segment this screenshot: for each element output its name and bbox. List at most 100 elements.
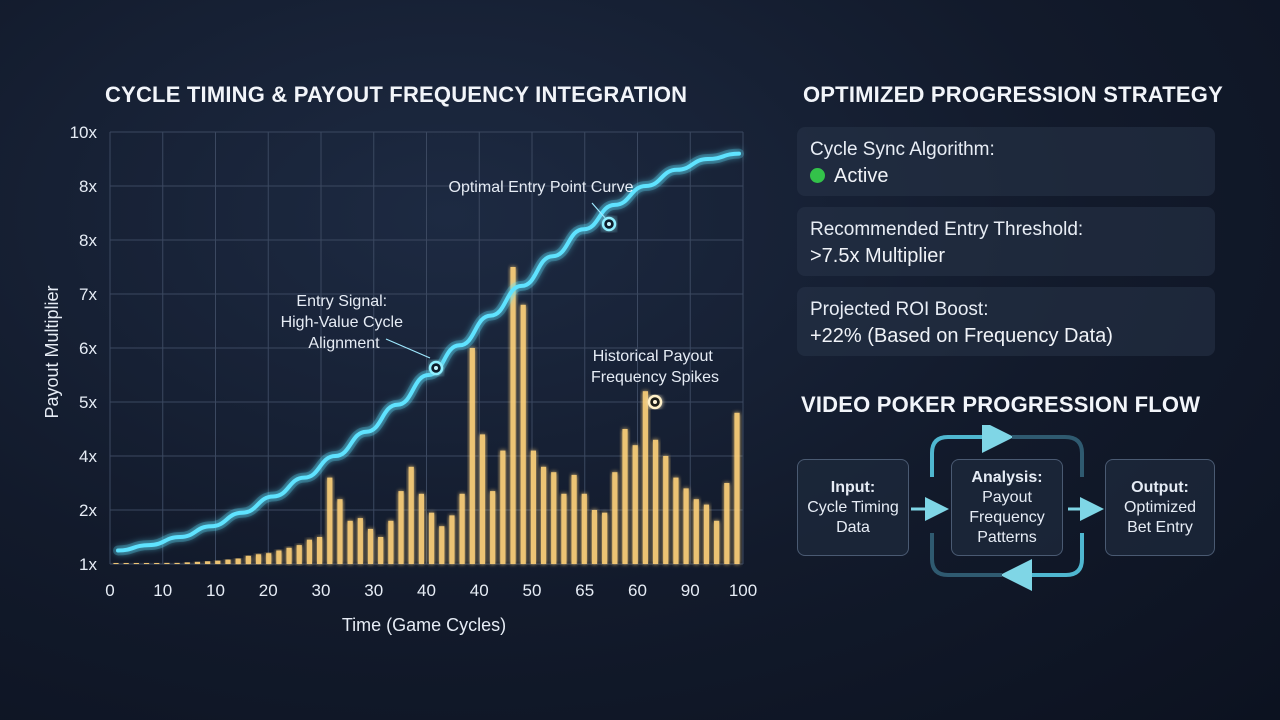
bar: [520, 304, 526, 564]
bar: [581, 493, 587, 564]
bar: [123, 563, 129, 564]
x-tick-label: 60: [628, 581, 647, 600]
y-tick-label: 8x: [79, 177, 97, 196]
bar: [337, 499, 343, 564]
bar: [225, 559, 231, 564]
y-axis-label: Payout Multiplier: [42, 285, 62, 418]
bar: [164, 562, 170, 564]
bar: [428, 512, 435, 564]
bar: [347, 520, 353, 564]
y-tick-label: 6x: [79, 339, 97, 358]
bar: [449, 515, 455, 564]
bar-series: [113, 267, 740, 564]
bar: [378, 537, 384, 564]
x-tick-label: 100: [729, 581, 757, 600]
x-tick-label: 20: [259, 581, 278, 600]
entry-threshold-label: Recommended Entry Threshold:: [810, 219, 1084, 240]
y-tick-label: 2x: [79, 501, 97, 520]
bar: [571, 474, 577, 564]
flow-analysis-head: Analysis:: [971, 468, 1043, 486]
bar: [184, 562, 190, 564]
flow-input-line-2: Data: [836, 518, 870, 536]
annotation-spikes-line-1: Historical Payout: [593, 348, 714, 365]
strategy-card-entry-threshold: Recommended Entry Threshold: >7.5x Multi…: [797, 207, 1215, 276]
cycle-sync-value: Active: [834, 165, 889, 187]
strategy-title: OPTIMIZED PROGRESSION STRATEGY: [803, 82, 1223, 107]
bar: [612, 472, 618, 564]
bar: [490, 491, 496, 564]
bar: [317, 537, 323, 564]
marker-historical-spike: [647, 394, 663, 410]
flow-output-head: Output:: [1131, 478, 1189, 496]
bar: [561, 493, 567, 564]
annotation-optimal-leader: [591, 202, 607, 220]
cycle-sync-status: Active: [810, 163, 1202, 189]
line-optimal-entry-curve: [116, 151, 741, 553]
bar: [540, 466, 547, 564]
flow-input-box: Input: Cycle Timing Data: [797, 459, 909, 556]
x-tick-label: 30: [312, 581, 331, 600]
bar: [266, 553, 272, 564]
flow-connectors: [911, 425, 1104, 591]
bar: [479, 434, 486, 564]
bar: [357, 518, 363, 564]
bar: [652, 439, 659, 564]
bar: [306, 539, 313, 564]
strategy-card-roi-boost: Projected ROI Boost: +22% (Based on Freq…: [797, 287, 1215, 356]
bar: [622, 429, 628, 564]
annotation-entry-line-3: Alignment: [308, 335, 380, 352]
chart-title: CYCLE TIMING & PAYOUT FREQUENCY INTEGRAT…: [105, 82, 688, 107]
flow-output-line-2: Bet Entry: [1127, 518, 1193, 536]
loop-top-arrow: [930, 425, 1014, 477]
bar: [683, 488, 689, 564]
bar: [714, 520, 720, 564]
bar: [469, 348, 475, 564]
flow-output-box: Output: Optimized Bet Entry: [1105, 459, 1215, 556]
bar: [398, 491, 404, 564]
bar: [276, 550, 282, 564]
bar: [693, 499, 699, 564]
bar: [734, 412, 740, 564]
chart: 0 10 10 20 30 30 40 40 50 65 60 90 100 1x 2x 4x 5x 6x 7x 8x…: [42, 123, 758, 635]
annotation-entry-line-1: Entry Signal:: [296, 293, 387, 310]
flow-input-head: Input:: [830, 478, 876, 496]
bar: [510, 267, 516, 564]
bar: [154, 563, 160, 564]
x-tick-label: 40: [417, 581, 436, 600]
bar: [286, 547, 292, 564]
x-tick-label: 90: [681, 581, 700, 600]
tick-labels: 0 10 10 20 30 30 40 40 50 65 60 90 100 1x 2x 4x 5x 6x 7x 8x…: [70, 123, 758, 600]
bar: [632, 445, 638, 564]
bar: [530, 450, 536, 564]
bar: [500, 450, 506, 564]
line-series: [113, 148, 744, 556]
bar: [551, 472, 557, 564]
bar: [235, 558, 241, 564]
bar: [602, 512, 608, 564]
flow-input-line-1: Cycle Timing: [807, 498, 899, 516]
status-dot-icon: [810, 168, 825, 183]
bar: [591, 510, 598, 564]
bar: [703, 504, 710, 564]
loop-top-right: [1012, 435, 1084, 477]
marker-optimal-entry: [601, 216, 617, 232]
annotation-entry-signal: Entry Signal: High-Value Cycle Alignment: [281, 293, 408, 352]
annotation-spikes-line-2: Frequency Spikes: [591, 369, 719, 386]
bar: [418, 493, 425, 564]
annotation-optimal-curve: Optimal Entry Point Curve: [449, 179, 634, 196]
loop-bottom-left: [930, 533, 1002, 577]
annotation-entry-leader: [385, 338, 431, 359]
bar: [724, 483, 730, 564]
y-tick-label: 8x: [79, 231, 97, 250]
flow-title: VIDEO POKER PROGRESSION FLOW: [801, 392, 1201, 417]
y-tick-label: 10x: [70, 123, 98, 142]
entry-threshold-value: >7.5x Multiplier: [810, 245, 946, 267]
x-tick-label: 10: [153, 581, 172, 600]
bar: [174, 562, 180, 564]
bar: [663, 456, 669, 564]
cycle-sync-label: Cycle Sync Algorithm:: [810, 139, 995, 160]
flow-analysis-line-2: Frequency: [969, 508, 1045, 526]
x-tick-label: 65: [575, 581, 594, 600]
x-tick-label: 0: [105, 581, 114, 600]
bar: [215, 560, 221, 564]
